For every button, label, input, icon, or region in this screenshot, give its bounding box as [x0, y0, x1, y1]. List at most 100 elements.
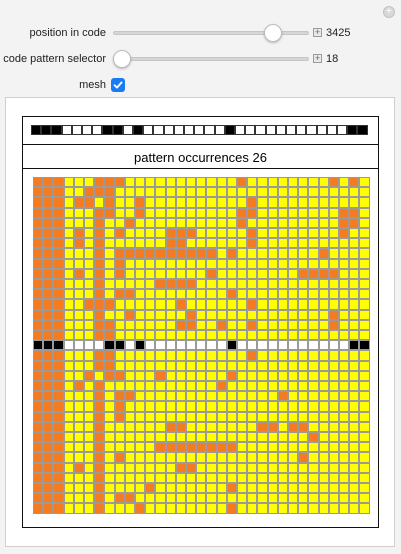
- grid-cell: [145, 360, 156, 371]
- grid-cell: [196, 381, 207, 392]
- grid-cell: [94, 442, 105, 453]
- grid-cell: [288, 401, 299, 412]
- grid-cell: [114, 330, 125, 341]
- grid-cell: [196, 462, 207, 473]
- grid-cell: [288, 391, 299, 402]
- grid-cell: [216, 370, 227, 381]
- grid-cell: [53, 462, 64, 473]
- grid-cell: [33, 391, 44, 402]
- grid-cell: [186, 258, 197, 269]
- grid-cell: [53, 472, 64, 483]
- grid-cell: [165, 421, 176, 432]
- grid-cell: [257, 258, 268, 269]
- grid-cell: [359, 452, 370, 463]
- grid-cell: [206, 483, 217, 494]
- grid-cell: [114, 503, 125, 514]
- grid-cell: [63, 411, 74, 422]
- grid-cell: [63, 472, 74, 483]
- grid-cell: [53, 360, 64, 371]
- grid-cell: [206, 238, 217, 249]
- grid-cell: [114, 432, 125, 443]
- position-expand-icon[interactable]: +: [313, 27, 322, 37]
- position-slider-track[interactable]: [113, 31, 309, 35]
- grid-cell: [288, 493, 299, 504]
- grid-cell: [165, 503, 176, 514]
- grid-cell: [318, 411, 329, 422]
- pattern-row-cell: [339, 340, 350, 351]
- grid-cell: [73, 177, 84, 188]
- grid-cell: [135, 472, 146, 483]
- grid-cell: [43, 381, 54, 392]
- grid-cell: [318, 350, 329, 361]
- grid-cell: [84, 381, 95, 392]
- grid-cell: [308, 411, 319, 422]
- grid-cell: [186, 391, 197, 402]
- grid-cell: [328, 472, 339, 483]
- grid-cell: [359, 381, 370, 392]
- pattern-row-cell: [267, 340, 278, 351]
- grid-cell: [53, 268, 64, 279]
- grid-cell: [104, 472, 115, 483]
- grid-cell: [298, 248, 309, 259]
- grid-cell: [328, 442, 339, 453]
- grid-cell: [43, 238, 54, 249]
- grid-cell: [135, 319, 146, 330]
- grid-cell: [237, 381, 248, 392]
- grid-cell: [216, 187, 227, 198]
- grid-cell: [73, 350, 84, 361]
- grid-cell: [53, 391, 64, 402]
- options-corner-icon[interactable]: +: [383, 6, 395, 18]
- grid-cell: [175, 360, 186, 371]
- pattern-expand-icon[interactable]: +: [313, 53, 322, 63]
- grid-cell: [124, 217, 135, 228]
- grid-cell: [339, 472, 350, 483]
- grid-cell: [145, 299, 156, 310]
- grid-cell: [359, 483, 370, 494]
- grid-cell: [135, 187, 146, 198]
- grid-cell: [124, 493, 135, 504]
- grid-cell: [155, 330, 166, 341]
- grid-cell: [145, 442, 156, 453]
- grid-cell: [175, 238, 186, 249]
- grid-cell: [298, 350, 309, 361]
- grid-cell: [114, 238, 125, 249]
- grid-cell: [308, 197, 319, 208]
- grid-cell: [53, 217, 64, 228]
- grid-cell: [298, 330, 309, 341]
- grid-cell: [267, 177, 278, 188]
- grid-cell: [237, 299, 248, 310]
- grid-cell: [206, 360, 217, 371]
- grid-cell: [114, 411, 125, 422]
- grid-cell: [73, 432, 84, 443]
- grid-cell: [318, 279, 329, 290]
- position-slider-thumb[interactable]: [264, 24, 283, 42]
- grid-cell: [226, 258, 237, 269]
- grid-cell: [247, 391, 258, 402]
- grid-cell: [155, 442, 166, 453]
- grid-cell: [308, 248, 319, 259]
- grid-cell: [175, 503, 186, 514]
- grid-cell: [155, 289, 166, 300]
- grid-cell: [257, 350, 268, 361]
- grid-cell: [237, 452, 248, 463]
- grid-cell: [165, 381, 176, 392]
- grid-cell: [165, 452, 176, 463]
- grid-cell: [226, 217, 237, 228]
- grid-cell: [247, 503, 258, 514]
- grid-cell: [175, 462, 186, 473]
- grid-cell: [349, 207, 360, 218]
- mesh-checkbox[interactable]: [111, 78, 125, 92]
- pattern-row-cell: [226, 340, 237, 351]
- grid-cell: [206, 197, 217, 208]
- grid-cell: [63, 319, 74, 330]
- grid-cell: [339, 421, 350, 432]
- pattern-strip-cell: [133, 125, 144, 135]
- grid-cell: [43, 391, 54, 402]
- grid-cell: [186, 360, 197, 371]
- pattern-slider-thumb[interactable]: [113, 50, 131, 68]
- grid-cell: [104, 258, 115, 269]
- divider-top: [23, 144, 378, 145]
- pattern-slider-track[interactable]: [113, 57, 309, 61]
- grid-cell: [94, 330, 105, 341]
- grid-cell: [84, 493, 95, 504]
